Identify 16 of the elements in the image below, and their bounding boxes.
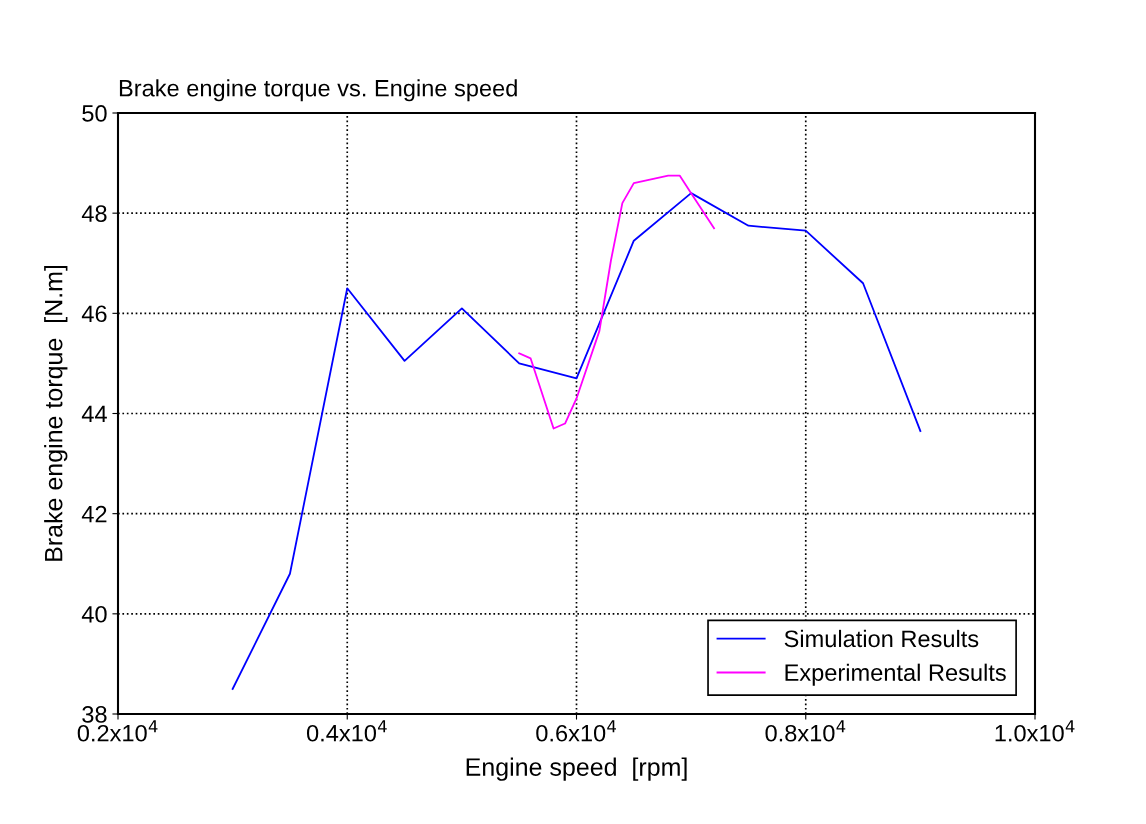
line-series xyxy=(518,174,715,430)
y-tick-label: 44 xyxy=(81,405,107,423)
legend-label: Simulation Results xyxy=(784,629,979,648)
y-axis-title: Brake engine torque [N.m] xyxy=(44,265,68,561)
y-tick-label: 50 xyxy=(82,105,107,122)
y-tick-label: 40 xyxy=(81,605,107,623)
x-tick-label: 1.0x10$^{4}$ xyxy=(995,720,1075,742)
x-tick-label: 0.8x10$^{4}$ xyxy=(765,720,846,742)
y-tick-label: 46 xyxy=(81,305,107,323)
y-tick-label: 48 xyxy=(81,205,107,222)
x-tick-label: 0.4x10$^{4}$ xyxy=(306,720,387,742)
x-axis-title: Engine speed [rpm] xyxy=(466,757,687,781)
legend-label: Experimental Results xyxy=(785,663,1006,686)
y-tick-label: 42 xyxy=(81,505,107,523)
chart-title: Brake engine torque vs. Engine speed xyxy=(119,79,517,102)
x-tick-label: 0.6x10$^{4}$ xyxy=(536,720,616,742)
